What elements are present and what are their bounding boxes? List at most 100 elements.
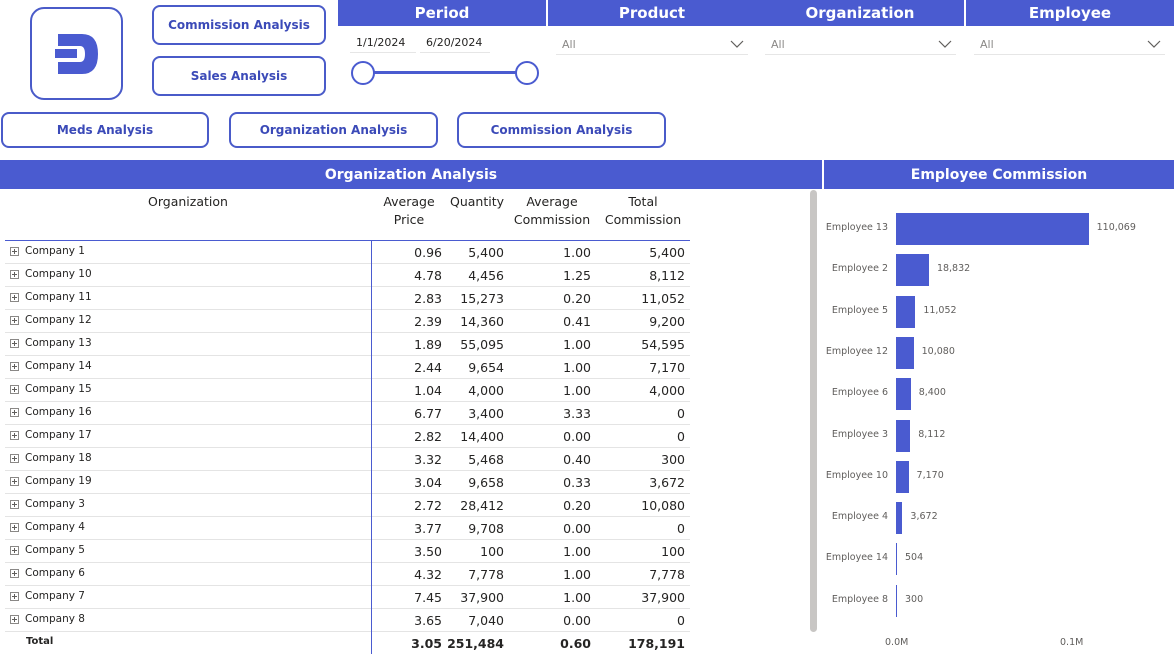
expand-plus-icon[interactable]	[10, 315, 19, 325]
table-row[interactable]: Company 19 3.04 9,658 0.33 3,672	[5, 471, 690, 494]
start-date-input[interactable]: 1/1/2024	[350, 33, 416, 53]
commission-analysis-button-2[interactable]: Commission Analysis	[457, 112, 666, 148]
bar-value-label: 11,052	[923, 304, 957, 316]
commission-analysis-button[interactable]: Commission Analysis	[152, 5, 326, 45]
expand-plus-icon[interactable]	[10, 269, 19, 279]
average-commission-cell: 0.00	[563, 613, 591, 628]
bar[interactable]	[896, 336, 914, 369]
table-row[interactable]: Company 7 7.45 37,900 1.00 37,900	[5, 586, 690, 609]
bar[interactable]	[896, 254, 929, 287]
table-row[interactable]: Company 1 0.96 5,400 1.00 5,400	[5, 241, 690, 264]
average-commission-cell: 0.20	[563, 498, 591, 513]
org-cell: Company 19	[10, 475, 92, 487]
expand-plus-icon[interactable]	[10, 614, 19, 624]
bar[interactable]	[896, 419, 911, 452]
table-row[interactable]: Company 12 2.39 14,360 0.41 9,200	[5, 310, 690, 333]
bar-value-label: 10,080	[921, 345, 955, 357]
average-price-cell: 1.89	[414, 337, 442, 352]
average-commission-cell: 0.33	[563, 475, 591, 490]
org-cell: Company 18	[10, 452, 92, 464]
table-row[interactable]: Company 6 4.32 7,778 1.00 7,778	[5, 563, 690, 586]
col-average-commission-line2: Commission	[513, 212, 591, 227]
bar[interactable]	[896, 295, 916, 328]
expand-plus-icon[interactable]	[10, 384, 19, 394]
org-cell: Company 5	[10, 544, 85, 556]
expand-plus-icon[interactable]	[10, 407, 19, 417]
expand-plus-icon[interactable]	[10, 361, 19, 371]
col-organization[interactable]: Organization	[148, 194, 228, 209]
bar[interactable]	[896, 460, 909, 493]
expand-plus-icon[interactable]	[10, 292, 19, 302]
table-row[interactable]: Company 3 2.72 28,412 0.20 10,080	[5, 494, 690, 517]
org-cell: Company 7	[10, 590, 85, 602]
sales-analysis-button[interactable]: Sales Analysis	[152, 56, 326, 96]
table-row[interactable]: Company 15 1.04 4,000 1.00 4,000	[5, 379, 690, 402]
expand-plus-icon[interactable]	[10, 430, 19, 440]
table-row[interactable]: Company 5 3.50 100 1.00 100	[5, 540, 690, 563]
period-slider-track[interactable]	[362, 71, 528, 74]
average-commission-cell: 1.25	[563, 268, 591, 283]
bar[interactable]	[896, 502, 903, 535]
end-date-input[interactable]: 6/20/2024	[420, 33, 490, 53]
col-average-commission[interactable]: Average Commission	[512, 193, 592, 229]
bar[interactable]	[896, 584, 897, 617]
average-price-cell: 2.39	[414, 314, 442, 329]
expand-plus-icon[interactable]	[10, 246, 19, 256]
table-scrollbar[interactable]	[810, 190, 817, 632]
expand-plus-icon[interactable]	[10, 338, 19, 348]
average-commission-cell: 0.00	[563, 521, 591, 536]
table-row[interactable]: Company 17 2.82 14,400 0.00 0	[5, 425, 690, 448]
col-average-price[interactable]: Average Price	[375, 193, 443, 229]
org-name: Company 18	[25, 452, 92, 464]
bar-value-label: 300	[905, 593, 924, 605]
table-row[interactable]: Company 18 3.32 5,468 0.40 300	[5, 448, 690, 471]
org-name: Company 11	[25, 291, 92, 303]
total-commission-cell: 9,200	[649, 314, 685, 329]
average-commission-cell: 1.00	[563, 544, 591, 559]
x-axis-tick-1: 0.1M	[1060, 637, 1084, 648]
col-total-commission[interactable]: Total Commission	[600, 193, 686, 229]
product-dropdown[interactable]: All	[556, 34, 748, 55]
col-quantity[interactable]: Quantity	[449, 194, 505, 209]
table-row[interactable]: Company 13 1.89 55,095 1.00 54,595	[5, 333, 690, 356]
expand-plus-icon[interactable]	[10, 499, 19, 509]
bar[interactable]	[896, 543, 897, 576]
quantity-cell: 14,400	[460, 429, 504, 444]
organization-dropdown[interactable]: All	[765, 34, 956, 55]
org-name: Company 3	[25, 498, 85, 510]
expand-plus-icon[interactable]	[10, 568, 19, 578]
col-total-commission-line2: Commission	[604, 212, 682, 227]
expand-plus-icon[interactable]	[10, 591, 19, 601]
expand-plus-icon[interactable]	[10, 522, 19, 532]
table-row[interactable]: Company 14 2.44 9,654 1.00 7,170	[5, 356, 690, 379]
expand-plus-icon[interactable]	[10, 545, 19, 555]
bar[interactable]	[896, 378, 911, 411]
bar-category-label: Employee 6	[831, 387, 888, 399]
table-column-divider	[371, 240, 372, 654]
average-price-cell: 4.78	[414, 268, 442, 283]
col-total-commission-line1: Total	[628, 194, 658, 209]
quantity-cell: 9,654	[468, 360, 504, 375]
meds-analysis-button[interactable]: Meds Analysis	[1, 112, 209, 148]
quantity-cell: 5,400	[468, 245, 504, 260]
period-slider-end-handle[interactable]	[515, 61, 539, 85]
table-row[interactable]: Company 4 3.77 9,708 0.00 0	[5, 517, 690, 540]
bar[interactable]	[896, 213, 1089, 245]
total-label: Total	[26, 636, 54, 647]
average-price-cell: 1.04	[414, 383, 442, 398]
period-slider-start-handle[interactable]	[351, 61, 375, 85]
employee-dropdown[interactable]: All	[974, 34, 1165, 55]
organization-analysis-button[interactable]: Organization Analysis	[229, 112, 438, 148]
table-row[interactable]: Company 16 6.77 3,400 3.33 0	[5, 402, 690, 425]
org-cell: Company 14	[10, 360, 92, 372]
expand-plus-icon[interactable]	[10, 453, 19, 463]
total-commission-cell: 37,900	[641, 590, 685, 605]
table-row[interactable]: Company 11 2.83 15,273 0.20 11,052	[5, 287, 690, 310]
quantity-cell: 4,456	[468, 268, 504, 283]
total-commission-cell: 5,400	[649, 245, 685, 260]
average-price-cell: 2.83	[414, 291, 442, 306]
table-row[interactable]: Company 8 3.65 7,040 0.00 0	[5, 609, 690, 632]
table-row[interactable]: Company 10 4.78 4,456 1.25 8,112	[5, 264, 690, 287]
expand-plus-icon[interactable]	[10, 476, 19, 486]
average-price-cell: 3.32	[414, 452, 442, 467]
